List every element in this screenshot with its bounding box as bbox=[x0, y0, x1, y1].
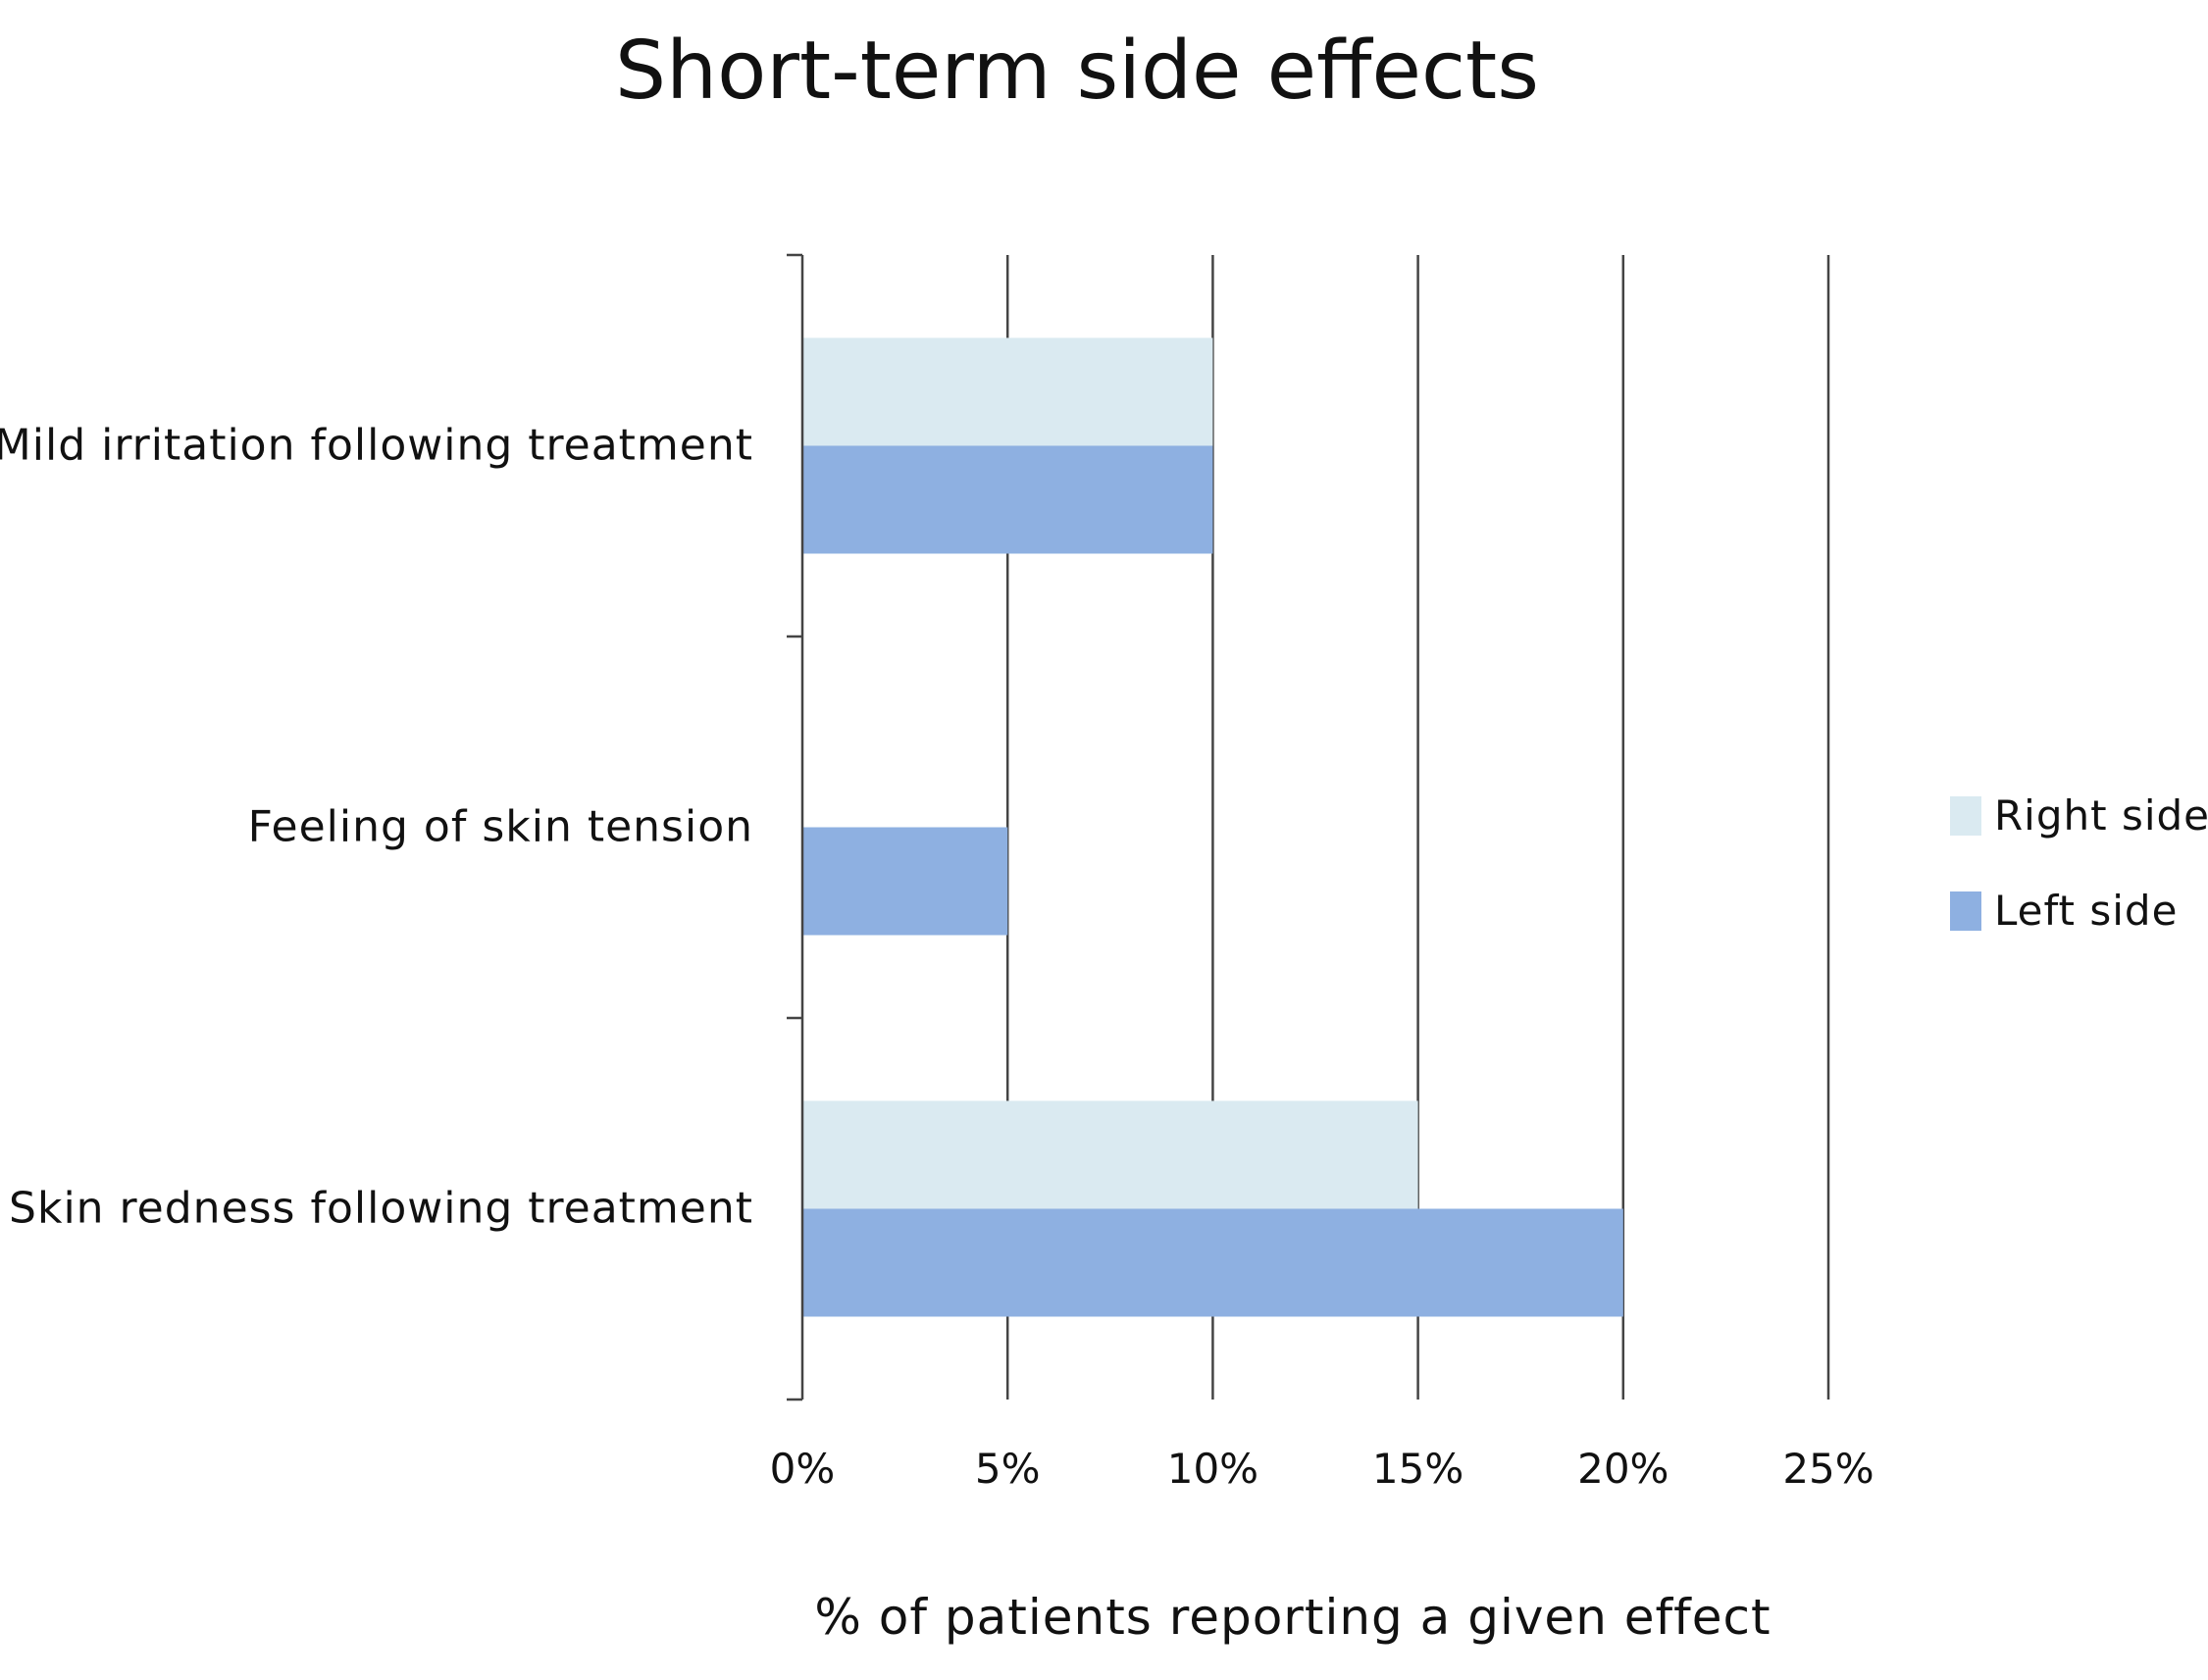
x-axis-title: % of patients reporting a given effect bbox=[814, 1589, 1771, 1646]
x-tick-label: 10% bbox=[1167, 1445, 1258, 1493]
bar-right-side bbox=[802, 337, 1213, 446]
x-tick-label: 25% bbox=[1782, 1445, 1874, 1493]
chart-title: Short-term side effects bbox=[615, 25, 1539, 118]
category-label: Mild irritation following treatment bbox=[0, 421, 753, 471]
bar-left-side bbox=[802, 1208, 1623, 1317]
x-tick-label: 15% bbox=[1372, 1445, 1463, 1493]
bars bbox=[802, 337, 1623, 1317]
legend-label: Right side bbox=[1994, 791, 2208, 840]
x-tick-labels: 0% 5% 10% 15% 20% 25% bbox=[770, 1445, 1874, 1493]
legend-swatch bbox=[1950, 891, 1981, 931]
bar-right-side bbox=[802, 1100, 1418, 1209]
x-tick-label: 0% bbox=[770, 1445, 836, 1493]
category-labels: Mild irritation following treatment Feeli… bbox=[0, 421, 753, 1234]
x-tick-label: 5% bbox=[975, 1445, 1041, 1493]
legend: Right side Left side bbox=[1950, 791, 2208, 935]
category-axis bbox=[787, 253, 804, 1401]
legend-label: Left side bbox=[1994, 887, 2178, 935]
x-tick-label: 20% bbox=[1577, 1445, 1669, 1493]
bar-left-side bbox=[802, 445, 1213, 554]
category-label: Feeling of skin tension bbox=[248, 802, 753, 852]
category-label: Skin redness following treatment bbox=[9, 1184, 753, 1234]
legend-swatch bbox=[1950, 796, 1981, 836]
bar-left-side bbox=[802, 827, 1008, 936]
